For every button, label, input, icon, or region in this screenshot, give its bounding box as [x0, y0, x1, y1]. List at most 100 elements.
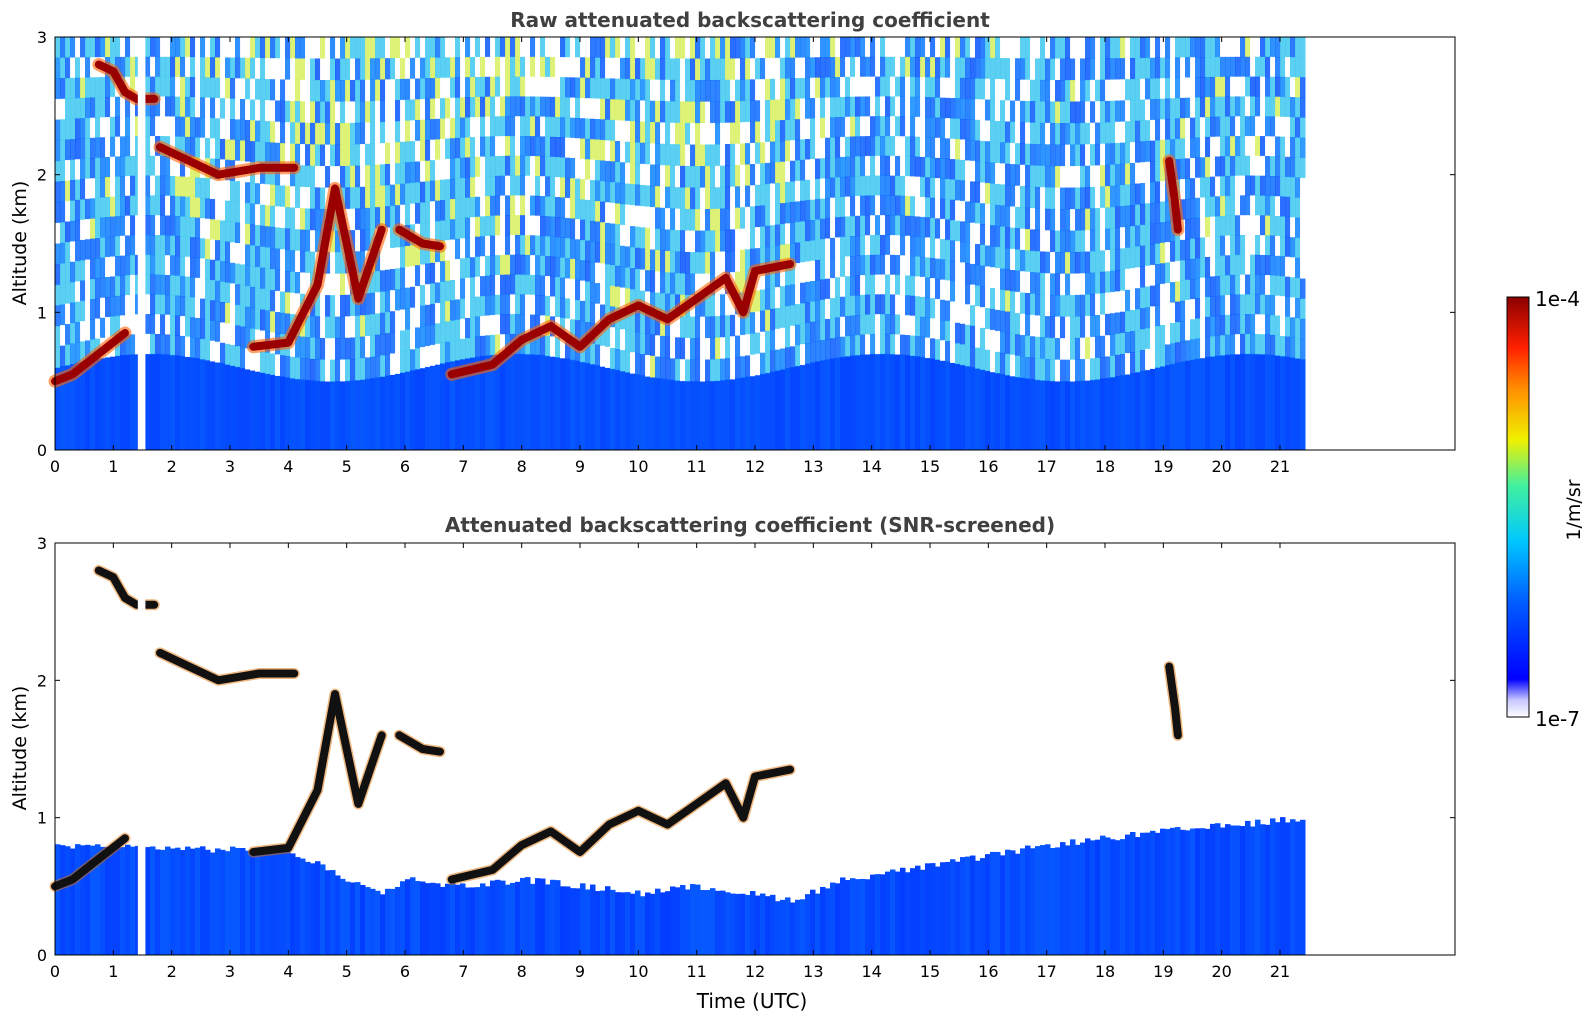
heatmap-cell [1235, 215, 1241, 236]
x-tick-label: 10 [628, 962, 648, 981]
heatmap-cell [470, 177, 476, 198]
heatmap-cell [710, 380, 716, 450]
heatmap-cell [65, 344, 71, 366]
heatmap-cell [135, 215, 141, 236]
heatmap-cell [520, 294, 526, 315]
heatmap-cell [175, 295, 181, 316]
heatmap-cell [805, 139, 811, 160]
heatmap-cell [365, 229, 371, 252]
heatmap-cell [790, 902, 796, 955]
heatmap-cell [860, 175, 866, 197]
heatmap-cell [1145, 265, 1151, 287]
heatmap-cell [515, 155, 521, 177]
heatmap-cell [630, 893, 636, 955]
heatmap-cell [295, 378, 301, 450]
heatmap-cell [660, 229, 666, 251]
heatmap-cell [505, 56, 511, 78]
heatmap-cell [60, 57, 66, 79]
heatmap-cell [100, 177, 106, 198]
heatmap-cell [1065, 166, 1071, 189]
heatmap-cell [1180, 158, 1186, 180]
heatmap-cell [535, 295, 541, 316]
heatmap-cell [910, 255, 916, 277]
heatmap-cell [225, 139, 231, 161]
heatmap-cell [230, 37, 236, 59]
heatmap-cell [650, 377, 656, 450]
heatmap-cell [1270, 275, 1276, 296]
heatmap-cell [1270, 156, 1276, 177]
heatmap-cell [995, 288, 1001, 311]
heatmap-cell [730, 378, 736, 450]
heatmap-cell [350, 122, 356, 145]
heatmap-cell [265, 184, 271, 206]
heatmap-cell [260, 183, 266, 206]
heatmap-cell [1080, 251, 1086, 274]
heatmap-cell [1280, 136, 1286, 158]
heatmap-cell [170, 215, 176, 237]
heatmap-cell [315, 861, 321, 955]
heatmap-cell [1260, 116, 1266, 137]
heatmap-cell [1155, 305, 1161, 327]
heatmap-cell [770, 371, 776, 450]
heatmap-cell [935, 218, 941, 239]
heatmap-cell [710, 316, 716, 339]
heatmap-cell [1135, 37, 1141, 59]
heatmap-cell [1055, 252, 1061, 275]
heatmap-cell [345, 359, 351, 382]
heatmap-cell [1215, 96, 1221, 118]
heatmap-cell [590, 343, 596, 365]
heatmap-cell [190, 237, 196, 258]
heatmap-cell [1265, 37, 1271, 58]
heatmap-cell [660, 271, 666, 294]
heatmap-cell [1230, 155, 1236, 177]
heatmap-cell [450, 37, 456, 58]
heatmap-cell [1185, 158, 1191, 180]
heatmap-cell [1175, 827, 1181, 955]
heatmap-cell [390, 353, 396, 375]
heatmap-cell [1085, 230, 1091, 252]
heatmap-cell [1120, 121, 1126, 144]
heatmap-cell [1085, 37, 1091, 59]
heatmap-cell [1075, 337, 1081, 360]
heatmap-cell [970, 243, 976, 265]
heatmap-cell [815, 158, 821, 180]
heatmap-cell [270, 226, 276, 249]
heatmap-cell [85, 320, 91, 341]
heatmap-cell [690, 187, 696, 210]
heatmap-cell [90, 157, 96, 179]
heatmap-cell [1090, 37, 1096, 59]
heatmap-cell [190, 177, 196, 198]
heatmap-cell [425, 304, 431, 326]
heatmap-cell [760, 121, 766, 143]
heatmap-cell [1000, 100, 1006, 122]
heatmap-cell [1070, 381, 1076, 450]
heatmap-cell [890, 76, 896, 97]
heatmap-cell [785, 57, 791, 79]
heatmap-cell [940, 319, 946, 341]
heatmap-cell [490, 314, 496, 336]
heatmap-cell [380, 206, 386, 229]
heatmap-cell [900, 37, 906, 58]
heatmap-cell [710, 187, 716, 210]
heatmap-cell [850, 275, 856, 297]
heatmap-cell [1280, 335, 1286, 357]
heatmap-cell [1015, 143, 1021, 165]
heatmap-cell [915, 116, 921, 138]
heatmap-cell [245, 78, 251, 100]
heatmap-cell [915, 156, 921, 178]
colorbar-unit-label: 1/m/sr [1563, 479, 1585, 540]
heatmap-cell [465, 137, 471, 158]
y-tick-label: 1 [37, 809, 47, 828]
heatmap-cell [1085, 272, 1091, 295]
heatmap-cell [730, 101, 736, 123]
heatmap-cell [625, 225, 631, 247]
heatmap-cell [455, 218, 461, 240]
heatmap-cell [845, 37, 851, 58]
heatmap-cell [645, 206, 651, 229]
heatmap-cell [915, 37, 921, 58]
heatmap-cell [165, 294, 171, 316]
heatmap-cell [470, 157, 476, 178]
heatmap-cell [780, 899, 786, 955]
